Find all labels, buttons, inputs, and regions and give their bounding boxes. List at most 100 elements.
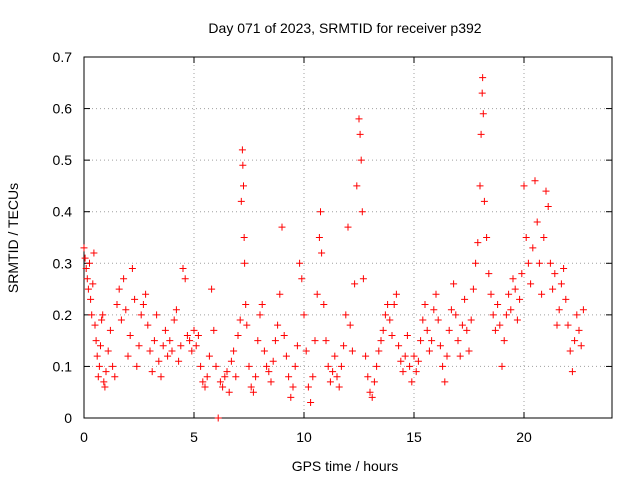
data-point [276, 290, 284, 298]
data-point [502, 311, 510, 319]
data-point [95, 362, 103, 370]
data-point [575, 326, 583, 334]
x-tick-label: 15 [406, 429, 422, 445]
data-point [197, 362, 205, 370]
data-point [518, 270, 526, 278]
data-point [177, 342, 185, 350]
data-point [324, 362, 332, 370]
data-point [192, 342, 200, 350]
data-point [296, 259, 304, 267]
data-point [355, 115, 363, 123]
data-point [210, 326, 218, 334]
data-point [242, 301, 250, 309]
data-point [100, 378, 108, 386]
data-point [428, 337, 436, 345]
data-point [368, 393, 376, 401]
data-point [139, 301, 147, 309]
data-point [300, 311, 308, 319]
data-point [445, 326, 453, 334]
y-tick-label: 0.6 [53, 101, 73, 117]
data-point [564, 321, 572, 329]
data-point [362, 352, 370, 360]
data-point [441, 378, 449, 386]
data-point [549, 285, 557, 293]
data-point [245, 362, 253, 370]
data-point [117, 316, 125, 324]
data-point [120, 275, 128, 283]
data-point [485, 270, 493, 278]
data-point [542, 187, 550, 195]
data-point [102, 368, 110, 376]
data-point [577, 342, 585, 350]
data-point [201, 383, 209, 391]
data-point [335, 383, 343, 391]
y-tick-label: 0 [64, 410, 72, 426]
data-point [133, 362, 141, 370]
data-point [555, 306, 563, 314]
data-point [93, 352, 101, 360]
data-point [412, 368, 420, 376]
data-point [223, 368, 231, 376]
data-point [478, 89, 486, 97]
data-point [274, 321, 282, 329]
data-point [370, 378, 378, 386]
data-point [472, 259, 480, 267]
data-point [373, 362, 381, 370]
data-point [560, 264, 568, 272]
data-point [533, 218, 541, 226]
y-axis-label: SRMTID / TECUs [5, 183, 21, 293]
data-point [513, 316, 521, 324]
data-point [337, 362, 345, 370]
data-point [430, 306, 438, 314]
data-point [410, 352, 418, 360]
data-point [278, 223, 286, 231]
data-point [318, 249, 326, 257]
y-tick-label: 0.7 [53, 49, 73, 65]
data-point [573, 311, 581, 319]
data-point [128, 264, 136, 272]
data-point [408, 378, 416, 386]
data-point [166, 337, 174, 345]
data-point [111, 373, 119, 381]
data-point [240, 234, 248, 241]
data-point [356, 130, 364, 138]
data-point [247, 383, 255, 391]
data-point [227, 357, 235, 365]
data-point [452, 311, 460, 319]
data-point [260, 347, 268, 355]
data-point [344, 223, 352, 231]
data-point [240, 182, 247, 190]
data-point [401, 352, 409, 360]
x-tick-label: 0 [80, 429, 88, 445]
data-point [491, 326, 499, 334]
data-point [311, 337, 319, 345]
data-point [395, 342, 403, 350]
data-point [329, 368, 337, 376]
data-point [540, 234, 548, 241]
data-point [89, 280, 97, 288]
data-point [527, 280, 535, 288]
data-point [205, 352, 213, 360]
data-point [342, 311, 350, 319]
data-point [340, 342, 348, 350]
data-point [106, 326, 114, 334]
data-point [122, 306, 130, 314]
data-point [315, 234, 323, 241]
data-point [529, 244, 537, 252]
data-point [439, 362, 447, 370]
data-point [313, 290, 321, 298]
y-tick-label: 0.3 [53, 255, 73, 271]
data-point [544, 203, 552, 211]
x-tick-label: 5 [190, 429, 198, 445]
data-point [331, 352, 339, 360]
data-point [81, 254, 89, 262]
data-point [115, 285, 123, 293]
data-point [364, 373, 372, 381]
data-point [124, 352, 132, 360]
data-point [142, 290, 150, 298]
data-point [86, 259, 93, 267]
data-point [267, 378, 275, 386]
data-point [425, 347, 433, 355]
data-point [366, 388, 374, 396]
data-point [236, 316, 244, 324]
